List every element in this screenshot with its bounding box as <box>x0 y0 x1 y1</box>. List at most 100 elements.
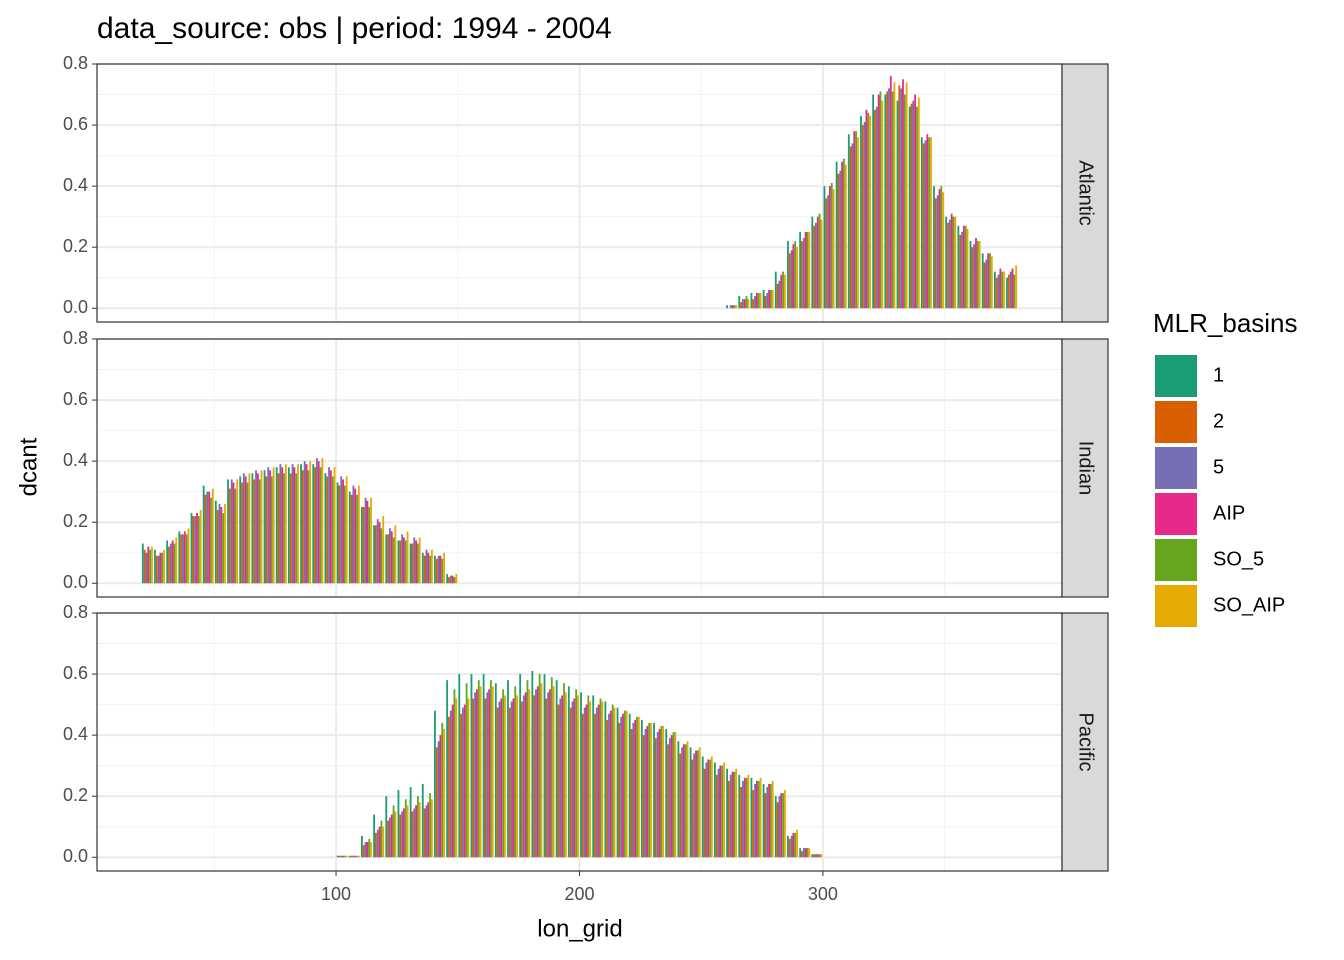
y-tick-label: 0.4 <box>63 175 88 195</box>
legend-key <box>1155 447 1197 489</box>
bar <box>981 253 984 309</box>
bar <box>727 780 730 858</box>
bar <box>564 692 567 858</box>
bar <box>248 473 251 584</box>
bar <box>656 732 659 858</box>
bar <box>465 683 468 858</box>
bar <box>378 826 381 858</box>
bar <box>801 851 803 858</box>
bar <box>747 299 750 309</box>
y-axis-title: dcant <box>15 437 42 496</box>
bar <box>863 122 866 309</box>
bar <box>989 253 991 309</box>
bar <box>314 467 316 584</box>
bar <box>668 738 671 858</box>
bar <box>881 100 884 309</box>
y-tick-label: 0.8 <box>63 53 88 73</box>
bar <box>427 552 430 584</box>
bar <box>719 765 722 858</box>
bar <box>178 531 181 584</box>
legend-label: 2 <box>1213 410 1224 432</box>
bar <box>401 811 404 858</box>
bar <box>829 186 831 309</box>
bar <box>835 161 838 309</box>
bar <box>841 161 844 309</box>
bar <box>406 805 409 858</box>
bar <box>300 464 302 584</box>
bar <box>380 820 383 858</box>
bar <box>966 228 969 309</box>
bar <box>241 482 243 584</box>
bar <box>580 692 582 858</box>
chart-title: data_source: obs | period: 1994 - 2004 <box>97 12 612 45</box>
bar <box>698 747 701 858</box>
bar <box>823 186 826 309</box>
bar <box>768 289 770 309</box>
bar <box>735 768 738 858</box>
bar <box>474 692 477 858</box>
bar <box>522 695 525 858</box>
bar <box>733 771 736 858</box>
bar <box>792 244 795 309</box>
bar <box>354 855 357 858</box>
bar <box>689 747 692 858</box>
legend-key <box>1155 493 1197 535</box>
bar <box>954 216 957 309</box>
bar <box>467 698 470 858</box>
bar <box>376 829 379 858</box>
bar <box>202 485 205 584</box>
bar <box>521 701 523 858</box>
bar <box>577 695 579 858</box>
bar <box>403 537 405 584</box>
bar <box>628 713 631 858</box>
bar <box>397 790 400 858</box>
bar <box>654 738 657 858</box>
bar <box>309 461 312 584</box>
bar <box>251 473 254 584</box>
bar <box>808 231 811 309</box>
bar <box>293 467 296 584</box>
bar <box>640 719 643 858</box>
bar <box>401 534 404 584</box>
bar <box>792 832 795 858</box>
strip <box>1061 612 1109 872</box>
bar <box>832 189 835 309</box>
bar <box>498 701 501 858</box>
bar <box>157 555 160 584</box>
bar <box>1013 274 1016 309</box>
bar <box>376 519 379 584</box>
bar <box>265 476 268 584</box>
bar <box>303 461 306 584</box>
bar <box>681 747 683 858</box>
bar <box>741 780 744 858</box>
bar <box>540 683 543 858</box>
bar <box>794 241 797 309</box>
bar <box>886 91 889 309</box>
bar <box>362 506 365 584</box>
bar <box>417 543 419 584</box>
bar <box>916 106 918 309</box>
bar <box>806 848 809 858</box>
bar <box>912 100 915 309</box>
bar <box>726 768 728 858</box>
bar <box>733 305 736 309</box>
y-tick-label: 0.0 <box>63 297 88 317</box>
bar <box>573 698 576 858</box>
bar <box>997 274 1000 309</box>
bar <box>392 805 395 858</box>
bar <box>752 299 755 309</box>
bar <box>239 476 242 584</box>
bar <box>764 296 767 309</box>
bar <box>149 549 152 584</box>
bar <box>820 219 823 309</box>
bar <box>291 464 294 584</box>
bar <box>950 213 953 309</box>
bar <box>983 262 986 309</box>
bar <box>754 783 756 858</box>
bar <box>477 680 480 858</box>
bar <box>813 225 816 309</box>
bar <box>312 464 315 584</box>
bar <box>754 296 756 309</box>
bar <box>930 137 932 309</box>
bar <box>512 698 515 858</box>
